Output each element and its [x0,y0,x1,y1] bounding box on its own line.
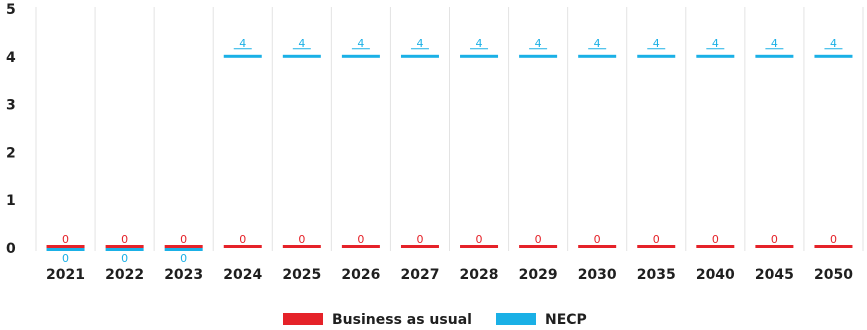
bar-business-as-usual [341,245,380,248]
bar-necp [282,54,321,58]
bar-business-as-usual [637,245,676,248]
bar-necp [164,248,203,251]
x-tick-label: 2029 [519,267,558,283]
data-label-business-as-usual: 0 [298,233,305,246]
bar-necp [814,54,853,58]
y-tick-label: 5 [6,2,16,18]
bar-necp [460,54,499,58]
data-label-necp: 4 [594,37,601,50]
data-label-necp: 4 [357,37,364,50]
y-tick-label: 3 [6,98,16,114]
x-tick-label: 2028 [460,267,499,283]
data-label-necp: 4 [771,37,778,50]
data-label-necp: 4 [535,37,542,50]
data-label-business-as-usual: 0 [476,233,483,246]
data-label-business-as-usual: 0 [180,233,187,246]
data-label-necp: 4 [476,37,483,50]
y-tick-label: 2 [6,145,16,161]
data-label-business-as-usual: 0 [653,233,660,246]
data-label-necp: 4 [416,37,423,50]
bar-necp [341,54,380,58]
x-tick-label: 2022 [105,267,144,283]
y-tick-label: 1 [6,193,16,209]
x-tick-label: 2035 [637,267,676,283]
bar-business-as-usual [400,245,439,248]
bar-necp [223,54,262,58]
bar-necp [519,54,558,58]
bar-business-as-usual [519,245,558,248]
x-tick-label: 2026 [341,267,380,283]
bar-necp [755,54,794,58]
x-tick-label: 2027 [400,267,439,283]
data-label-business-as-usual: 0 [62,233,69,246]
bar-business-as-usual [696,245,735,248]
legend-swatch-business-as-usual [283,313,323,325]
data-label-business-as-usual: 0 [239,233,246,246]
bar-necp [400,54,439,58]
y-tick-label: 0 [6,241,16,257]
x-tick-label: 2040 [696,267,735,283]
data-label-necp: 4 [712,37,719,50]
data-label-business-as-usual: 0 [830,233,837,246]
data-label-necp: 0 [121,252,128,265]
data-label-necp: 4 [830,37,837,50]
bar-business-as-usual [460,245,499,248]
bar-business-as-usual [814,245,853,248]
bar-necp [696,54,735,58]
y-tick-label: 4 [6,50,16,66]
x-tick-label: 2023 [164,267,203,283]
data-label-business-as-usual: 0 [416,233,423,246]
data-label-business-as-usual: 0 [535,233,542,246]
x-tick-label: 2025 [282,267,321,283]
data-label-necp: 4 [653,37,660,50]
bar-necp [578,54,617,58]
bar-necp [46,248,85,251]
x-tick-label: 2045 [755,267,794,283]
bar-necp [105,248,144,251]
data-label-necp: 4 [239,37,246,50]
x-tick-label: 2021 [46,267,85,283]
data-label-business-as-usual: 0 [121,233,128,246]
bar-business-as-usual [46,245,85,248]
data-label-business-as-usual: 0 [594,233,601,246]
legend-label-necp: NECP [545,312,587,328]
x-tick-label: 2024 [223,267,262,283]
legend-label-business-as-usual: Business as usual [332,312,472,328]
x-tick-label: 2030 [578,267,617,283]
bar-business-as-usual [578,245,617,248]
bar-business-as-usual [164,245,203,248]
bar-necp [637,54,676,58]
data-label-business-as-usual: 0 [771,233,778,246]
bar-business-as-usual [282,245,321,248]
bar-business-as-usual [105,245,144,248]
data-label-necp: 0 [180,252,187,265]
data-label-business-as-usual: 0 [712,233,719,246]
x-tick-label: 2050 [814,267,853,283]
bar-business-as-usual [223,245,262,248]
legend-swatch-necp [496,313,536,325]
data-label-business-as-usual: 0 [357,233,364,246]
data-label-necp: 4 [298,37,305,50]
bar-business-as-usual [755,245,794,248]
data-label-necp: 0 [62,252,69,265]
